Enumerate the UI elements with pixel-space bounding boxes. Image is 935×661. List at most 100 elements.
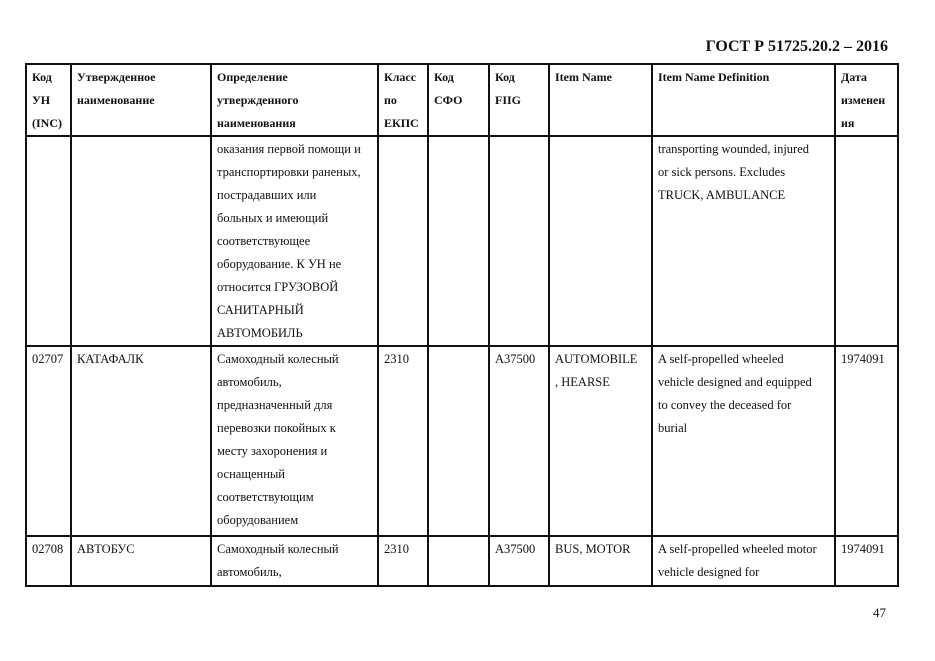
header-item-name-definition: Item Name Definition: [651, 63, 836, 137]
header-definition: Определение утвержденного наименования: [210, 63, 379, 137]
cell-inc-code: [25, 135, 72, 347]
document-code: ГОСТ Р 51725.20.2 – 2016: [705, 38, 888, 55]
header-text: Item Name Definition: [658, 70, 770, 84]
cell-text: автомобиль,: [217, 565, 282, 579]
header-text: Код: [434, 70, 454, 84]
cell-sfo-code: [427, 535, 490, 587]
header-approved-name: Утвержденное наименование: [70, 63, 212, 137]
header-fiig-code: Код FIIG: [488, 63, 550, 137]
header-text: утвержденного: [217, 93, 299, 107]
header-text: по: [384, 93, 397, 107]
cell-item-name: [548, 135, 653, 347]
cell-ekps-class: 2310: [377, 345, 429, 537]
cell-text: оснащенный: [217, 467, 285, 481]
cell-sfo-code: [427, 345, 490, 537]
cell-item-name: BUS, MOTOR: [548, 535, 653, 587]
cell-text: TRUCK, AMBULANCE: [658, 188, 786, 202]
header-text: ия: [841, 116, 855, 130]
cell-fiig-code: A37500: [488, 345, 550, 537]
cell-ekps-class: [377, 135, 429, 347]
cell-text: A self-propelled wheeled: [658, 352, 784, 366]
cell-inc-code: 02707: [25, 345, 72, 537]
cell-text: A37500: [495, 542, 536, 556]
header-sfo-code: Код СФО: [427, 63, 490, 137]
cell-inc-code: 02708: [25, 535, 72, 587]
cell-text: АВТОБУС: [77, 542, 135, 556]
header-text: наименование: [77, 93, 155, 107]
cell-text: автомобиль,: [217, 375, 282, 389]
cell-item-name-definition: A self-propelled wheeled motor vehicle de…: [651, 535, 836, 587]
cell-sfo-code: [427, 135, 490, 347]
header-text: (INC): [32, 116, 62, 130]
header-text: Определение: [217, 70, 288, 84]
cell-text: оборудованием: [217, 513, 299, 527]
cell-text: AUTOMOBILE: [555, 352, 638, 366]
cell-text: соответствующее: [217, 234, 311, 248]
table-header-row: Код УН (INC) Утвержденное наименование Опреде…: [25, 63, 899, 137]
cell-text: КАТАФАЛК: [77, 352, 144, 366]
cell-item-name-definition: transporting wounded, injured or sick per…: [651, 135, 836, 347]
cell-text: САНИТАРНЫЙ: [217, 303, 304, 317]
header-ekps-class: Класс по ЕКПС: [377, 63, 429, 137]
header-change-date: Дата изменен ия: [834, 63, 899, 137]
cell-text: больных и имеющий: [217, 211, 329, 225]
cell-approved-name: [70, 135, 212, 347]
cell-definition: Самоходный колесный автомобиль, предназнач…: [210, 345, 379, 537]
cell-text: vehicle designed for: [658, 565, 760, 579]
table-row: оказания первой помощи и транспортировки …: [25, 135, 899, 347]
cell-definition: Самоходный колесный автомобиль,: [210, 535, 379, 587]
cell-text: A self-propelled wheeled motor: [658, 542, 817, 556]
cell-item-name: AUTOMOBILE , HEARSE: [548, 345, 653, 537]
cell-text: vehicle designed and equipped: [658, 375, 812, 389]
cell-text: относится ГРУЗОВОЙ: [217, 280, 339, 294]
header-text: наименования: [217, 116, 296, 130]
cell-change-date: [834, 135, 899, 347]
cell-text: 02708: [32, 542, 64, 556]
items-table: Код УН (INC) Утвержденное наименование Опреде…: [25, 63, 899, 587]
cell-text: 2310: [384, 352, 409, 366]
header-text: Item Name: [555, 70, 612, 84]
header-text: изменен: [841, 93, 886, 107]
cell-text: Самоходный колесный: [217, 352, 339, 366]
cell-definition: оказания первой помощи и транспортировки …: [210, 135, 379, 347]
cell-item-name-definition: A self-propelled wheeled vehicle designed…: [651, 345, 836, 537]
cell-change-date: 1974091: [834, 535, 899, 587]
cell-text: A37500: [495, 352, 536, 366]
cell-text: месту захоронения и: [217, 444, 328, 458]
cell-text: транспортировки раненых,: [217, 165, 361, 179]
cell-text: transporting wounded, injured: [658, 142, 810, 156]
header-text: Дата: [841, 70, 867, 84]
header-text: Утвержденное: [77, 70, 156, 84]
cell-text: перевозки покойных к: [217, 421, 336, 435]
cell-text: предназначенный для: [217, 398, 333, 412]
header-text: FIIG: [495, 93, 522, 107]
cell-fiig-code: [488, 135, 550, 347]
cell-text: оборудование. К УН не: [217, 257, 342, 271]
header-text: Код: [32, 70, 52, 84]
cell-text: 2310: [384, 542, 409, 556]
cell-change-date: 1974091: [834, 345, 899, 537]
cell-text: АВТОМОБИЛЬ: [217, 326, 303, 340]
cell-text: 1974091: [841, 352, 885, 366]
header-text: ЕКПС: [384, 116, 419, 130]
cell-text: оказания первой помощи и: [217, 142, 361, 156]
cell-text: burial: [658, 421, 688, 435]
cell-fiig-code: A37500: [488, 535, 550, 587]
header-item-name: Item Name: [548, 63, 653, 137]
table-row: 02707 КАТАФАЛК Самоходный колесный автомоби…: [25, 345, 899, 537]
header-text: СФО: [434, 93, 463, 107]
header-text: Код: [495, 70, 515, 84]
cell-text: 02707: [32, 352, 64, 366]
cell-text: to convey the deceased for: [658, 398, 792, 412]
table-row: 02708 АВТОБУС Самоходный колесный автомобил…: [25, 535, 899, 587]
header-text: Класс: [384, 70, 417, 84]
cell-text: 1974091: [841, 542, 885, 556]
cell-approved-name: КАТАФАЛК: [70, 345, 212, 537]
cell-text: Самоходный колесный: [217, 542, 339, 556]
cell-text: пострадавших или: [217, 188, 317, 202]
cell-approved-name: АВТОБУС: [70, 535, 212, 587]
header-inc-code: Код УН (INC): [25, 63, 72, 137]
cell-text: BUS, MOTOR: [555, 542, 631, 556]
cell-text: соответствующим: [217, 490, 314, 504]
cell-text: or sick persons. Excludes: [658, 165, 786, 179]
